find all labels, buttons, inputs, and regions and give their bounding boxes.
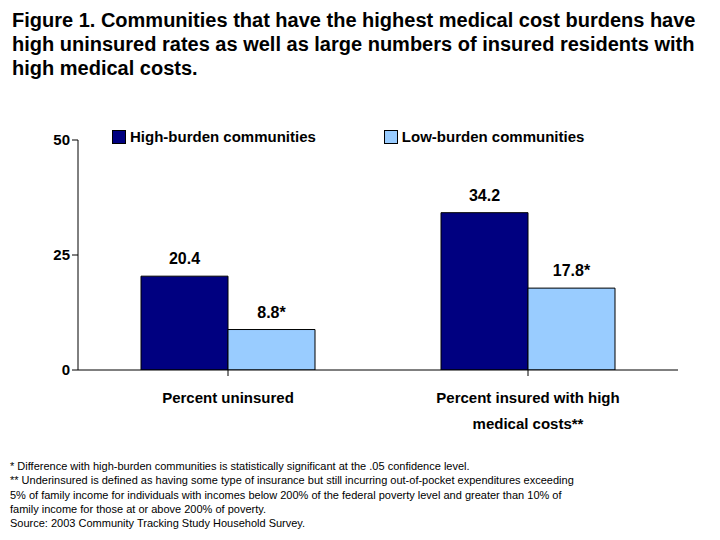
html-text:Source: 2003 Community Trackin: Source: 2003 Community Tracking Study Ho… [10, 517, 306, 530]
svg-text:Percent uninsured: Percent uninsured [162, 389, 294, 406]
svg-text:25: 25 [53, 246, 70, 263]
svg-text:17.8*: 17.8* [553, 262, 591, 279]
svg-text:8.8*: 8.8* [257, 304, 286, 321]
svg-text:Percent insured with highmedic: Percent insured with highmedical costs** [436, 389, 619, 432]
svg-text:34.2: 34.2 [469, 187, 500, 204]
svg-text:20.4: 20.4 [169, 250, 200, 267]
html-text:* Difference with high-burden: * Difference with high-burden communitie… [10, 460, 470, 472]
html-text:Low-burden communities: Low-burden communities [401, 128, 585, 145]
html-text:Figure 1. Communities that hav: Figure 1. Communities that have the high… [12, 9, 696, 79]
svg-text:0: 0 [62, 361, 70, 378]
svg-text:50: 50 [53, 131, 70, 148]
html-text:** Underinsured is defined as: ** Underinsured is defined as having som… [10, 474, 574, 515]
html-text:High-burden communities: High-burden communities [130, 128, 316, 145]
